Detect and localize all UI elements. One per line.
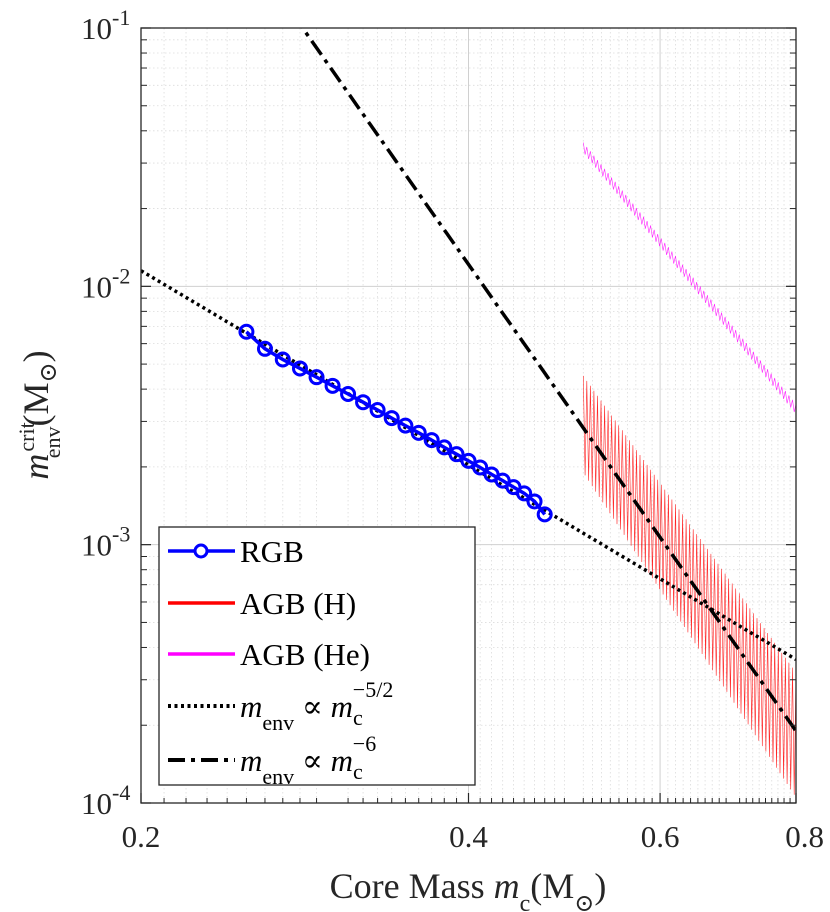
x-tick-label: 0.8: [785, 819, 824, 854]
series-layer: [141, 28, 796, 795]
legend-label-agb-he: AGB (He): [240, 637, 370, 672]
rgb-point: [355, 394, 372, 411]
legend-label-rgb: RGB: [240, 534, 304, 569]
rgb-point: [397, 417, 414, 434]
y-tick-label: 10-1: [81, 5, 130, 46]
series-power-law-6: [300, 28, 796, 733]
rgb-point: [291, 360, 308, 377]
rgb-point: [308, 369, 325, 386]
legend-label-power-6: menv ∝ mc−6: [240, 731, 376, 789]
legend-label-power-5-2: menv ∝ mc−5/2: [240, 677, 393, 735]
rgb-point: [340, 386, 357, 403]
rgb-point: [460, 452, 477, 469]
x-tick-labels: 0.2 0.4 0.6 0.8: [122, 819, 824, 854]
rgb-point: [448, 446, 465, 463]
legend-label-agb-h: AGB (H): [240, 586, 356, 621]
y-tick-label: 10-3: [81, 522, 130, 563]
y-tick-label: 10-2: [81, 263, 130, 304]
y-tick-exponent: -4: [112, 780, 130, 805]
y-tick-label: 10-4: [81, 780, 130, 821]
x-tick-label: 0.2: [122, 819, 161, 854]
rgb-point: [256, 340, 273, 357]
rgb-point: [238, 323, 255, 340]
x-tick-label: 0.4: [449, 819, 488, 854]
y-tick-exponent: -3: [112, 522, 130, 547]
series-agb-h: [583, 375, 796, 795]
rgb-point: [274, 351, 291, 368]
y-tick-exponent: -2: [112, 263, 130, 288]
rgb-point: [410, 424, 427, 441]
y-tick-exponent: -1: [112, 5, 130, 30]
y-axis-title: mcritenv(M⊙): [14, 350, 65, 479]
rgb-point: [472, 459, 489, 476]
rgb-point: [536, 506, 553, 523]
rgb-point: [516, 485, 533, 502]
rgb-point: [324, 377, 341, 394]
legend-marker-rgb: [193, 543, 209, 559]
rgb-point: [383, 410, 400, 427]
axis-ticks: [140, 27, 797, 804]
rgb-point: [436, 439, 453, 456]
rgb-point: [423, 432, 440, 449]
legend-box: [158, 526, 476, 786]
rgb-point: [526, 493, 543, 510]
legend: RGB AGB (H) AGB (He) menv ∝ mc−5/2 menv …: [158, 526, 476, 789]
x-tick-label: 0.6: [641, 819, 680, 854]
x-axis-title: Core Mass mc(M⊙): [330, 866, 607, 912]
series-agb-he: [583, 142, 796, 413]
y-tick-labels: 10-4 10-3 10-2 10-1: [81, 5, 130, 821]
rgb-point: [369, 402, 386, 419]
